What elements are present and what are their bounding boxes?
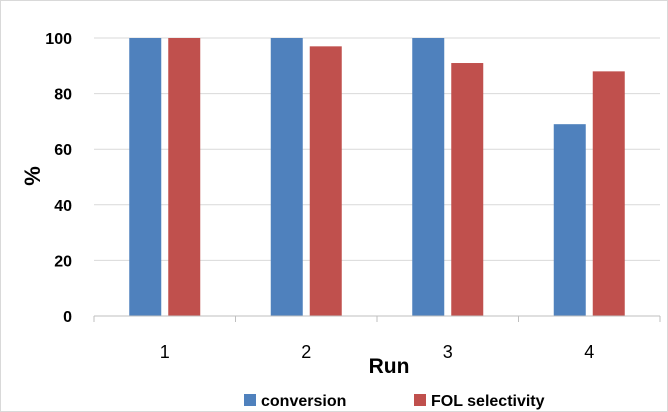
y-tick-label: 80 — [54, 87, 72, 104]
x-tick-label: 2 — [301, 342, 311, 362]
y-tick-label: 0 — [63, 309, 72, 326]
y-axis-title: % — [20, 166, 45, 186]
bar-fol-selectivity-run-1 — [168, 38, 201, 316]
y-tick-label: 60 — [54, 142, 72, 159]
bar-fol-selectivity-run-2 — [309, 46, 342, 317]
y-tick-labels: 0 20 40 60 80 100 — [45, 31, 72, 326]
legend-label-fol-selectivity: FOL selectivity — [431, 393, 545, 410]
x-tick-label: 3 — [443, 342, 453, 362]
x-tick-label: 4 — [584, 342, 594, 362]
bar-conversion-run-2 — [270, 38, 303, 316]
legend: conversion FOL selectivity — [244, 393, 545, 410]
x-tick-label: 1 — [160, 342, 170, 362]
legend-swatch-fol-selectivity — [414, 394, 426, 406]
bar-conversion-run-1 — [129, 38, 162, 316]
bar-fol-selectivity-run-4 — [592, 71, 625, 316]
x-tick-labels: 1 2 3 4 — [160, 342, 595, 362]
bars — [129, 38, 625, 317]
y-tick-label: 20 — [54, 253, 72, 270]
legend-label-conversion: conversion — [261, 393, 346, 410]
bar-fol-selectivity-run-3 — [451, 63, 484, 316]
x-axis-title: Run — [369, 355, 410, 378]
y-tick-label: 100 — [45, 31, 72, 48]
legend-swatch-conversion — [244, 394, 256, 406]
bar-conversion-run-3 — [412, 38, 445, 316]
axes — [93, 315, 661, 322]
bar-conversion-run-4 — [553, 124, 586, 317]
y-tick-label: 40 — [54, 198, 72, 215]
